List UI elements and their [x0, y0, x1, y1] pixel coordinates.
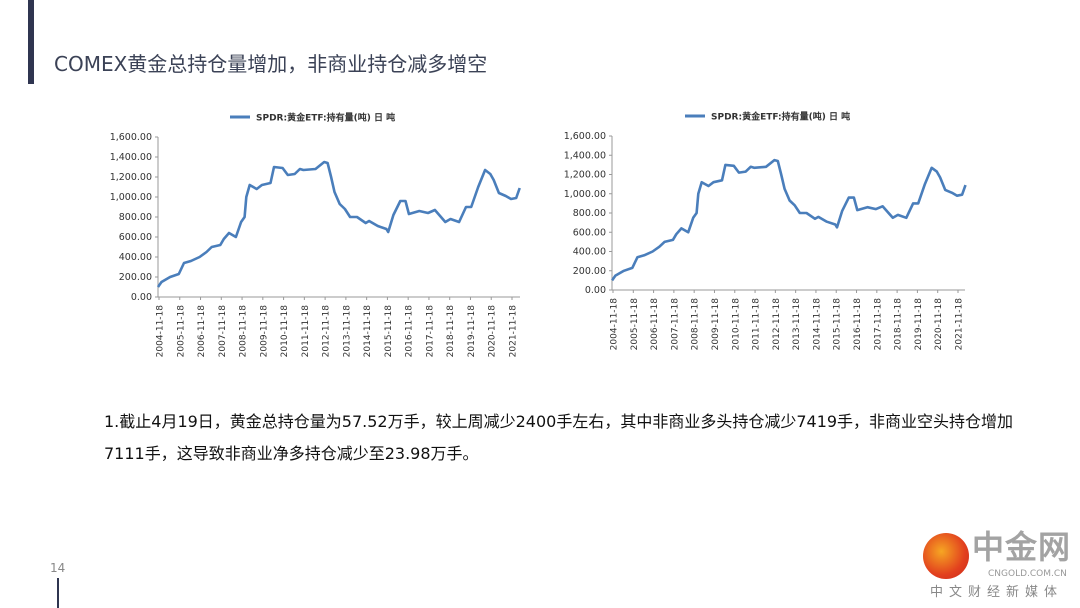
- x-tick-label: 2013-11-18: [792, 298, 802, 351]
- footer-accent-line: [57, 578, 59, 608]
- x-tick-label: 2021-11-18: [955, 298, 965, 351]
- y-tick-label: 200.00: [119, 272, 152, 283]
- x-tick-label: 2020-11-18: [934, 298, 944, 351]
- cngold-logo: 中金网 CNGOLD.COM.CN 中文财经新媒体: [910, 530, 1075, 606]
- legend-label: SPDR:黄金ETF:持有量(吨) 日 吨: [711, 111, 850, 123]
- x-tick-label: 2009-11-18: [259, 305, 269, 358]
- x-tick-label: 2007-11-18: [218, 305, 228, 358]
- logo-tagline: 中文财经新媒体: [930, 585, 1064, 600]
- x-tick-label: 2016-11-18: [405, 305, 415, 358]
- y-tick-label: 600.00: [573, 227, 606, 238]
- y-tick-label: 1,600.00: [110, 132, 152, 143]
- slide-title: COMEX黄金总持仓量增加，非商业持仓减多增空: [54, 52, 488, 76]
- x-tick-label: 2008-11-18: [691, 298, 701, 351]
- y-tick-label: 400.00: [119, 252, 152, 263]
- x-tick-label: 2005-11-18: [176, 305, 186, 358]
- y-tick-label: 200.00: [573, 266, 606, 277]
- logo-url: CNGOLD.COM.CN: [988, 569, 1067, 579]
- x-tick-label: 2019-11-18: [467, 305, 477, 358]
- y-tick-label: 400.00: [573, 247, 606, 258]
- x-tick-label: 2010-11-18: [731, 298, 741, 351]
- x-tick-label: 2015-11-18: [833, 298, 843, 351]
- chart-right: SPDR:黄金ETF:持有量(吨) 日 吨 0.00 200.00 400.00 600…: [564, 111, 967, 351]
- y-tick-label: 1,200.00: [110, 172, 152, 183]
- y-tick-label: 1,400.00: [110, 152, 152, 163]
- x-tick-label: 2005-11-18: [630, 298, 640, 351]
- y-tick-label: 1,000.00: [564, 189, 606, 200]
- x-tick-label: 2018-11-18: [446, 305, 456, 358]
- chart-left: SPDR:黄金ETF:持有量(吨) 日 吨 0.00 200.00 400.00 600…: [110, 112, 521, 358]
- x-tick-label: 2009-11-18: [711, 298, 721, 351]
- logo-emblem-icon: [923, 533, 969, 579]
- logo-name: 中金网: [972, 528, 1072, 566]
- x-tick-label: 2010-11-18: [280, 305, 290, 358]
- y-tick-label: 0.00: [585, 285, 606, 296]
- x-tick-label: 2014-11-18: [812, 298, 822, 351]
- x-tick-label: 2011-11-18: [301, 305, 311, 358]
- page-number: 14: [50, 561, 66, 575]
- x-tick-label: 2015-11-18: [384, 305, 394, 358]
- y-tick-label: 1,400.00: [564, 150, 606, 161]
- x-tick-label: 2016-11-18: [853, 298, 863, 351]
- x-tick-label: 2018-11-18: [894, 298, 904, 351]
- x-tick-label: 2004-11-18: [156, 305, 166, 358]
- y-tick-label: 800.00: [119, 212, 152, 223]
- y-tick-label: 1,600.00: [564, 131, 606, 142]
- series-line: [611, 158, 967, 282]
- series-line: [156, 160, 521, 288]
- x-tick-label: 2011-11-18: [752, 298, 762, 351]
- x-tick-label: 2008-11-18: [239, 305, 249, 358]
- x-tick-label: 2021-11-18: [509, 305, 519, 358]
- x-tick-label: 2019-11-18: [914, 298, 924, 351]
- summary-paragraph: 1.截止4月19日，黄金总持仓量为57.52万手，较上周减少2400手左右，其中…: [104, 412, 1014, 463]
- x-tick-label: 2012-11-18: [772, 298, 782, 351]
- x-tick-label: 2017-11-18: [873, 298, 883, 351]
- x-tick-label: 2017-11-18: [425, 305, 435, 358]
- x-tick-label: 2020-11-18: [488, 305, 498, 358]
- y-tick-label: 0.00: [131, 292, 152, 303]
- x-tick-label: 2006-11-18: [650, 298, 660, 351]
- y-tick-label: 1,000.00: [110, 192, 152, 203]
- y-tick-label: 600.00: [119, 232, 152, 243]
- x-tick-label: 2012-11-18: [322, 305, 332, 358]
- x-tick-label: 2013-11-18: [342, 305, 352, 358]
- x-tick-label: 2006-11-18: [197, 305, 207, 358]
- y-tick-label: 800.00: [573, 208, 606, 219]
- legend-label: SPDR:黄金ETF:持有量(吨) 日 吨: [256, 112, 395, 124]
- x-tick-label: 2014-11-18: [363, 305, 373, 358]
- x-tick-label: 2004-11-18: [610, 298, 620, 351]
- y-tick-label: 1,200.00: [564, 170, 606, 181]
- title-accent-bar: [28, 0, 34, 84]
- x-tick-label: 2007-11-18: [670, 298, 680, 351]
